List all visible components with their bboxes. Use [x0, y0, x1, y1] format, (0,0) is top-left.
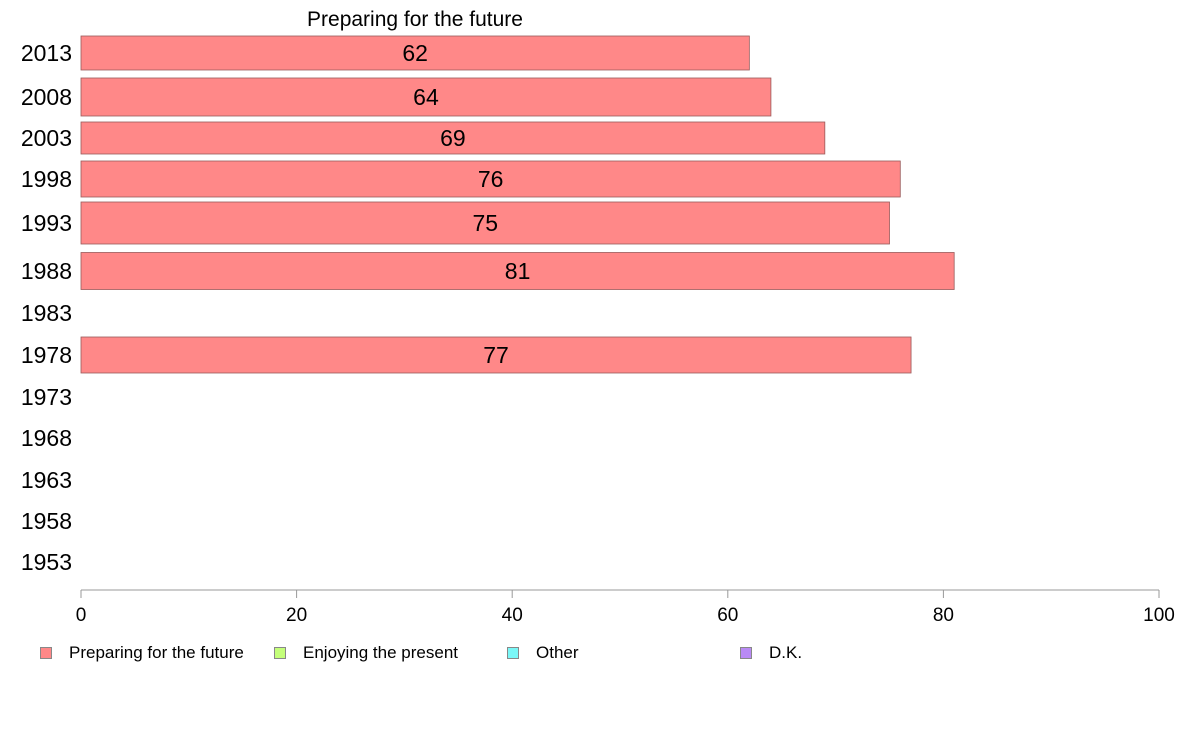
bar-value-label: 64: [413, 84, 439, 110]
bar: [80, 336, 912, 374]
y-tick-label: 1983: [21, 300, 72, 326]
bar-value-label: 77: [483, 342, 509, 368]
bar: [80, 35, 750, 71]
bar-value-label: 62: [402, 40, 428, 66]
legend-swatch: [507, 647, 519, 659]
legend: Preparing for the future Enjoying the pr…: [0, 643, 1188, 665]
legend-item-enjoying: Enjoying the present: [274, 643, 458, 663]
bar-value-label: 69: [440, 125, 466, 151]
y-tick-label: 1963: [21, 467, 72, 493]
legend-label: Preparing for the future: [69, 643, 244, 662]
bar: [80, 77, 772, 117]
legend-swatch: [40, 647, 52, 659]
y-tick-label: 1958: [21, 508, 72, 534]
y-tick-label: 1988: [21, 258, 72, 284]
x-tick-label: 0: [76, 605, 87, 626]
bar: [80, 160, 901, 198]
y-tick-label: 1968: [21, 425, 72, 451]
y-tick-label: 1978: [21, 342, 72, 368]
legend-item-dk: D.K.: [740, 643, 802, 663]
chart-title: Preparing for the future: [307, 8, 523, 31]
legend-label: D.K.: [769, 643, 803, 662]
y-tick-label: 2003: [21, 125, 72, 151]
legend-item-other: Other: [507, 643, 579, 663]
bar-value-label: 76: [478, 166, 504, 192]
bar-value-label: 75: [472, 210, 498, 236]
y-tick-label: 1953: [21, 549, 72, 575]
bar-value-label: 81: [505, 258, 531, 284]
bar: [80, 121, 826, 155]
legend-swatch: [274, 647, 286, 659]
x-tick-label: 100: [1143, 605, 1175, 626]
bar: [80, 201, 890, 245]
legend-label: Enjoying the present: [303, 643, 458, 662]
x-tick-label: 20: [286, 605, 307, 626]
y-tick-label: 1973: [21, 384, 72, 410]
y-tick-label: 1998: [21, 166, 72, 192]
legend-label: Other: [536, 643, 579, 662]
y-tick-label: 2013: [21, 40, 72, 66]
y-tick-label: 1993: [21, 210, 72, 236]
legend-item-preparing: Preparing for the future: [40, 643, 244, 663]
bar: [80, 252, 955, 290]
x-tick-label: 40: [502, 605, 523, 626]
x-tick-label: 80: [933, 605, 954, 626]
y-tick-label: 2008: [21, 84, 72, 110]
legend-swatch: [740, 647, 752, 659]
x-tick-label: 60: [717, 605, 738, 626]
